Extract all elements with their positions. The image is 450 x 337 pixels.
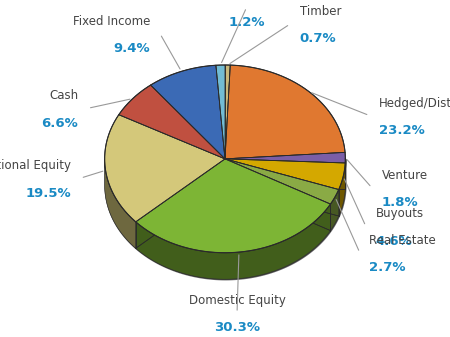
Polygon shape bbox=[225, 159, 339, 204]
Polygon shape bbox=[225, 159, 345, 189]
Text: Real Estate: Real Estate bbox=[369, 234, 436, 247]
Polygon shape bbox=[225, 152, 345, 163]
Polygon shape bbox=[216, 65, 225, 159]
Text: Cash: Cash bbox=[49, 89, 78, 102]
Text: 2.7%: 2.7% bbox=[369, 261, 406, 274]
Polygon shape bbox=[330, 189, 339, 231]
Text: Buyouts: Buyouts bbox=[375, 207, 423, 220]
Text: 6.6%: 6.6% bbox=[41, 117, 78, 130]
Polygon shape bbox=[119, 85, 225, 159]
Text: Venture: Venture bbox=[382, 169, 427, 182]
Text: 4.6%: 4.6% bbox=[375, 235, 412, 248]
Text: Domestic Equity: Domestic Equity bbox=[189, 294, 285, 307]
Text: Timber: Timber bbox=[300, 5, 341, 18]
Text: Oil: Oil bbox=[238, 0, 255, 1]
Text: 1.2%: 1.2% bbox=[229, 16, 265, 29]
Text: Fixed Income: Fixed Income bbox=[73, 15, 150, 28]
Text: 19.5%: 19.5% bbox=[25, 187, 71, 200]
Polygon shape bbox=[105, 115, 225, 222]
Polygon shape bbox=[151, 65, 225, 159]
Text: 30.3%: 30.3% bbox=[214, 321, 260, 334]
Text: International Equity: International Equity bbox=[0, 159, 71, 172]
Text: Hedged/Distressed: Hedged/Distressed bbox=[379, 96, 450, 110]
Polygon shape bbox=[136, 204, 330, 279]
Text: 9.4%: 9.4% bbox=[114, 42, 150, 55]
Text: 23.2%: 23.2% bbox=[379, 124, 425, 137]
Polygon shape bbox=[225, 65, 230, 159]
Polygon shape bbox=[105, 160, 136, 248]
Polygon shape bbox=[225, 65, 345, 159]
Polygon shape bbox=[339, 163, 345, 216]
Text: 1.8%: 1.8% bbox=[382, 196, 418, 209]
Polygon shape bbox=[136, 159, 330, 253]
Text: 0.7%: 0.7% bbox=[300, 32, 336, 45]
